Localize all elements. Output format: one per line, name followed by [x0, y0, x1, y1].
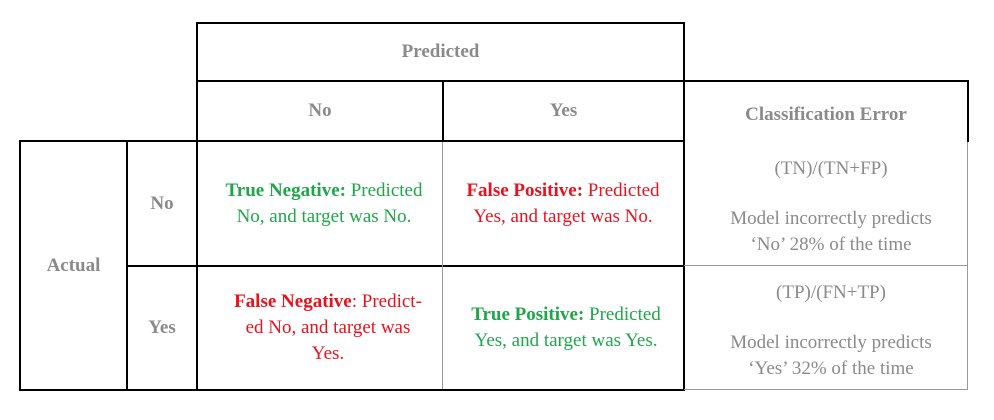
row-header-no: No [128, 142, 196, 265]
error-no-text-2: ‘No’ 28% of the time [750, 234, 912, 255]
cell-false-positive: False Positive: Predicted Yes, and targe… [443, 142, 683, 265]
cell-true-negative: True Negative: Predicted No, and target … [198, 142, 442, 265]
tp-text-2: Yes, and target was Yes. [474, 330, 658, 351]
header-predicted-yes: Yes [444, 82, 683, 140]
header-predicted-no: No [198, 82, 442, 140]
fn-text-3: Yes. [311, 343, 345, 364]
error-yes-text-1: Model incorrectly predicts [730, 332, 932, 353]
border-header-bottom [19, 140, 684, 142]
error-no-text-1: Model incorrectly predicts [730, 208, 932, 229]
border-err-right-body [967, 142, 968, 389]
border-mid-header [196, 80, 969, 82]
border-no-yes [442, 80, 444, 142]
error-no-formula: (TN)/(TN+FP) [774, 158, 888, 179]
border-pred-right [683, 22, 685, 391]
header-actual: Actual [21, 142, 126, 389]
header-classification-error-label: Classification Error [745, 104, 907, 125]
fn-text-2: ed No, and target was [245, 317, 411, 338]
border-row-divider [127, 265, 684, 267]
error-yes-formula: (TP)/(FN+TP) [776, 282, 886, 303]
fn-text-1: : Predict- [351, 291, 422, 312]
row-header-yes: Yes [128, 267, 196, 389]
border-top-predicted [196, 22, 684, 24]
border-err-divider [684, 265, 968, 266]
header-no-label: No [308, 100, 332, 121]
border-actual-right [126, 140, 128, 391]
row-yes-label: Yes [148, 317, 176, 338]
tn-text-1: Predicted [345, 179, 423, 201]
border-left-actual [19, 140, 21, 391]
tp-text-1: Predicted [584, 304, 661, 325]
header-predicted: Predicted [198, 24, 683, 80]
border-inner-vertical [442, 142, 443, 389]
tp-term: True Positive: [471, 304, 585, 325]
error-yes-text-2: ‘Yes’ 32% of the time [748, 358, 914, 379]
border-err-right [967, 80, 969, 142]
row-no-label: No [150, 192, 174, 214]
header-yes-label: Yes [549, 100, 578, 121]
border-pred-left [196, 22, 198, 391]
header-classification-error: Classification Error [685, 86, 967, 144]
border-err-bottom [684, 389, 968, 390]
cell-false-negative: False Negative: Predict- ed No, and targ… [198, 267, 442, 389]
tn-text-2: No, and target was No. [236, 205, 412, 227]
fn-term: False Negative [234, 291, 352, 312]
cell-true-positive: True Positive: Predicted Yes, and target… [443, 267, 683, 389]
border-bottom [19, 389, 684, 391]
fp-text-1: Predicted [583, 179, 660, 201]
header-actual-label: Actual [46, 254, 101, 276]
header-predicted-label: Predicted [401, 41, 480, 62]
error-cell-yes: (TP)/(FN+TP) Model incorrectly predicts … [685, 266, 967, 389]
error-cell-no: (TN)/(TN+FP) Model incorrectly predicts … [685, 142, 967, 265]
fp-term: False Positive: [466, 179, 584, 201]
tn-term: True Negative: [225, 179, 346, 201]
fp-text-2: Yes, and target was No. [473, 205, 653, 227]
